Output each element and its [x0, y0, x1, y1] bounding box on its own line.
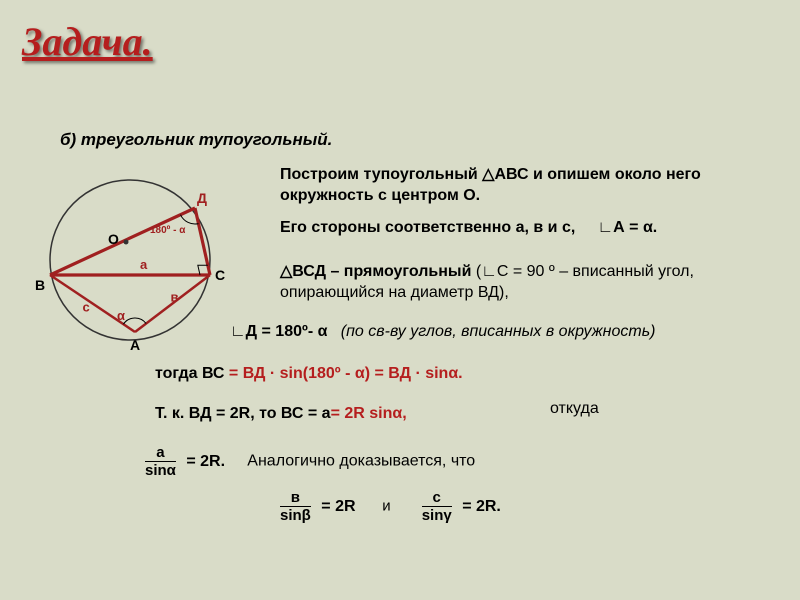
svg-text:С: С — [215, 267, 225, 283]
frac-c-den: sinγ — [422, 507, 452, 523]
eq2r-b: = 2R — [321, 498, 355, 515]
subtitle: б) треугольник тупоугольный. — [60, 130, 332, 150]
eq2r-c: = 2R. — [462, 498, 501, 515]
page-title: Задача. — [22, 18, 153, 65]
analog-text: Аналогично доказывается, что — [247, 453, 475, 470]
frac-c: с sinγ — [422, 490, 452, 523]
frac-bc-line: в sinβ = 2R и с sinγ = 2R. — [280, 490, 501, 523]
then-eq2: = ВД · sinα. — [370, 365, 463, 382]
svg-text:α: α — [117, 308, 125, 323]
frac-b-num: в — [280, 490, 311, 507]
frac-a-num: а — [145, 445, 176, 462]
svg-text:180º - α: 180º - α — [150, 225, 186, 236]
svg-text:в: в — [171, 290, 179, 305]
construct-text: Построим тупоугольный △АВС и опишем окол… — [280, 165, 760, 207]
sides-prefix: Его стороны соответственно а, в и с, — [280, 219, 575, 236]
frac-a-line: а sinα = 2R. Аналогично доказывается, чт… — [145, 445, 475, 478]
angle-d-rest: (по св-ву углов, вписанных в окружность) — [341, 323, 656, 340]
eq2r-a: = 2R. — [186, 453, 225, 470]
bcd-bold: △ВСД – прямоугольный — [280, 263, 476, 280]
svg-text:Д: Д — [197, 190, 207, 206]
sides-text: Его стороны соответственно а, в и с, ∟А … — [280, 219, 780, 237]
svg-text:В: В — [35, 277, 45, 293]
since-line: Т. к. ВД = 2R, то ВС = а= 2R sinα, — [155, 405, 755, 423]
frac-a-den: sinα — [145, 462, 176, 478]
since-text: Т. к. ВД = 2R, то — [155, 405, 276, 422]
bcd-line: △ВСД – прямоугольный (∟С = 90 º – вписан… — [280, 262, 780, 304]
otkuda: откуда — [550, 400, 599, 418]
geometry-diagram: В Д С А О а в с α 180º - α — [30, 160, 270, 380]
angle-a: ∟А = α. — [598, 219, 658, 236]
svg-text:а: а — [140, 257, 148, 272]
bc-a: ВС = а — [276, 405, 330, 422]
and-text: и — [382, 498, 390, 515]
frac-a: а sinα — [145, 445, 176, 478]
frac-c-num: с — [422, 490, 452, 507]
svg-text:А: А — [130, 337, 140, 353]
frac-b: в sinβ — [280, 490, 311, 523]
frac-b-den: sinβ — [280, 507, 311, 523]
eq-2r-sina: = 2R sinα, — [331, 405, 407, 422]
angle-d-line: ∟Д = 180º- α (по св-ву углов, вписанных … — [230, 323, 770, 341]
svg-text:О: О — [108, 231, 119, 247]
svg-text:с: с — [83, 300, 90, 315]
